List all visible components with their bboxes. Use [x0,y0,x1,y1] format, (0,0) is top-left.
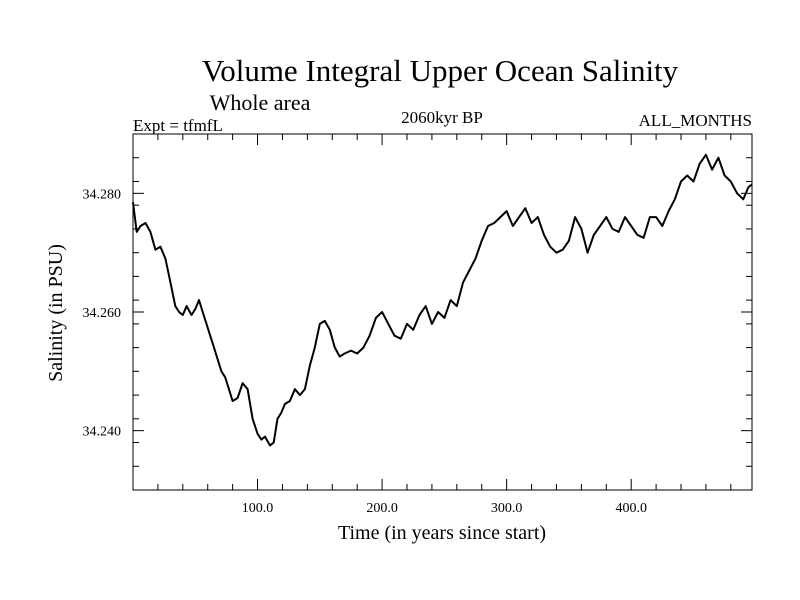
y-tick-label: 34.260 [83,306,122,321]
plot-frame [132,133,753,491]
y-tick-label: 34.280 [83,187,122,202]
period-label: 2060kyr BP [401,108,483,127]
chart-title: Volume Integral Upper Ocean Salinity [202,53,679,88]
x-tick-label: 100.0 [242,501,274,516]
season-label: ALL_MONTHS [639,111,752,130]
x-tick-label: 200.0 [366,501,398,516]
experiment-label: Expt = tfmfL [133,116,223,135]
y-axis-label: Salinity (in PSU) [45,244,67,382]
chart-subtitle: Whole area [210,90,311,115]
axis-tick-labels: 100.0 200.0 300.0 400.0 34.240 34.260 34.280 [83,187,647,516]
x-tick-label: 300.0 [491,501,523,516]
y-tick-label: 34.240 [83,425,122,440]
x-tick-label: 400.0 [615,501,647,516]
salinity-series-line [132,153,753,447]
x-axis-label: Time (in years since start) [338,522,546,544]
axis-ticks [133,134,752,490]
